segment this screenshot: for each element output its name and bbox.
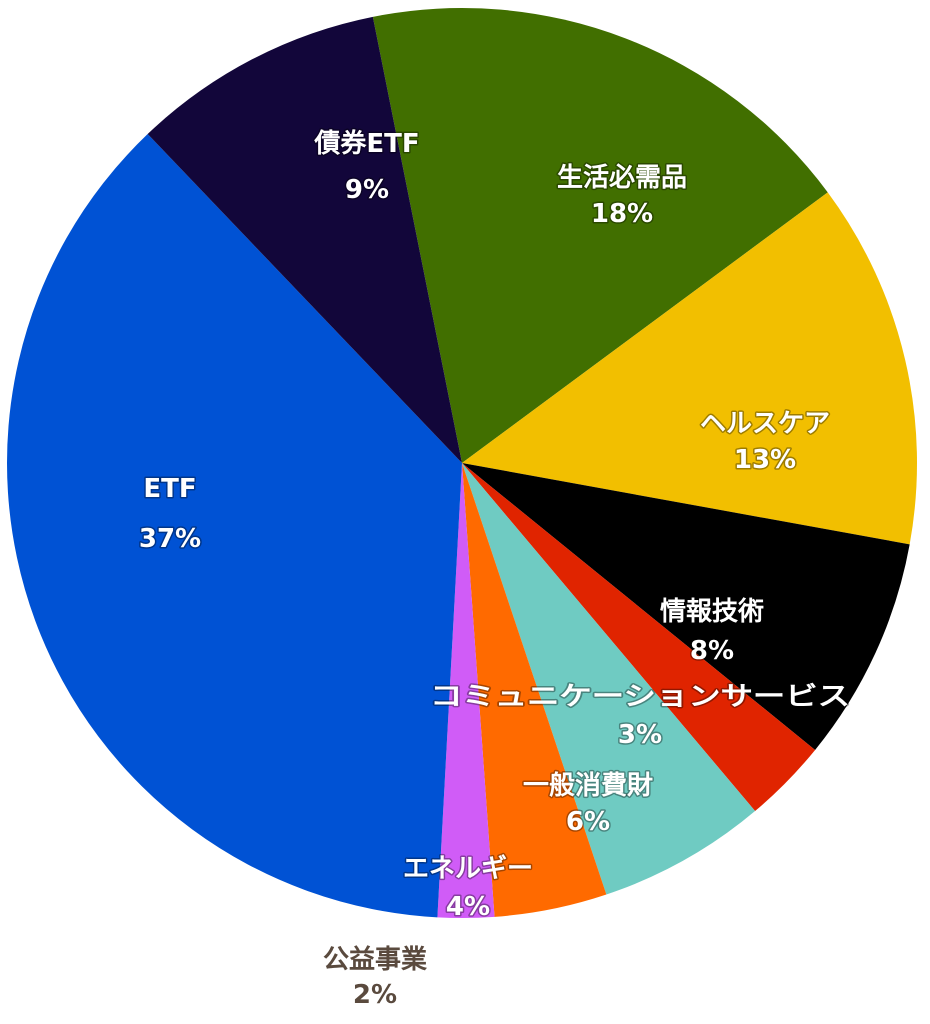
pie-slice-value: 37%: [139, 524, 201, 554]
pie-slice-value: 8%: [690, 636, 734, 666]
pie-slice-value: 3%: [618, 720, 662, 750]
pie-slice: [7, 134, 463, 918]
pie-slice-label: コミュニケーションサービス: [430, 682, 850, 712]
pie-slice-label: 生活必需品: [557, 163, 687, 193]
pie-slice: [462, 463, 756, 895]
pie-slice-value: 2%: [353, 980, 397, 1010]
pie-slice: [462, 192, 918, 545]
pie-slice-label: 情報技術: [660, 597, 764, 627]
pie-slices: [7, 8, 918, 918]
pie-slice-label: エネルギー: [403, 854, 533, 884]
pie-slice: [462, 463, 910, 750]
pie-slice-label: ヘルスケア: [700, 409, 830, 439]
pie-slice-label: 債券ETF: [313, 129, 419, 159]
pie-slice: [462, 463, 607, 917]
pie-slice-label: 一般消費財: [523, 771, 653, 801]
pie-slice-value: 9%: [345, 175, 389, 205]
pie-slice-value: 4%: [446, 892, 490, 922]
pie-slice-label: ETF: [143, 474, 196, 504]
pie-slice: [462, 463, 816, 812]
pie-slice-value: 18%: [591, 199, 653, 229]
pie-labels: 生活必需品 18% ヘルスケア 13% 情報技術 8% コミュニケーションサービス 3% 一般消…: [137, 128, 851, 1011]
pie-slice-label: 公益事業: [323, 945, 427, 975]
pie-slice: [147, 16, 462, 463]
pie-slice: [372, 8, 828, 464]
pie-slice-value: 13%: [734, 445, 796, 475]
pie-slice-value: 6%: [566, 807, 610, 837]
pie-slice: [437, 463, 495, 918]
